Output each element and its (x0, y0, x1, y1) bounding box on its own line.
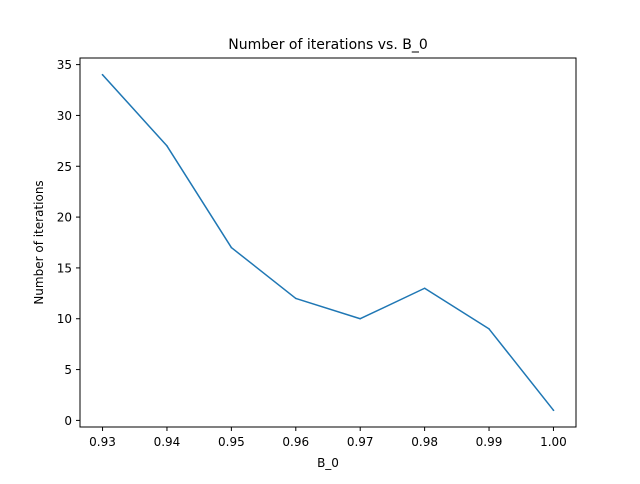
data-point (423, 287, 426, 289)
y-tick-label: 20 (57, 211, 72, 225)
y-tick-label: 30 (57, 109, 72, 123)
data-point (101, 74, 104, 76)
x-tick-label: 0.98 (411, 435, 438, 449)
x-tick-label: 0.94 (154, 435, 181, 449)
x-tick-label: 1.00 (540, 435, 567, 449)
x-tick-label: 0.97 (347, 435, 374, 449)
x-tick-label: 0.96 (282, 435, 309, 449)
plot-area: 0.93 0.94 0.95 0.96 0.97 0.98 0.99 1.00 0 5 10 15 20… (57, 58, 567, 449)
data-point (166, 145, 168, 147)
y-tick-label: 15 (57, 261, 72, 275)
y-tick-label: 25 (57, 160, 72, 174)
data-point (359, 317, 361, 320)
x-tick-label: 0.99 (476, 435, 503, 449)
x-tick-label: 0.93 (89, 435, 116, 449)
data-point (488, 328, 490, 330)
x-axis-label: B_0 (317, 456, 339, 470)
x-tick-label: 0.95 (218, 435, 245, 449)
y-tick-label: 0 (64, 414, 72, 428)
data-point (295, 297, 297, 300)
y-axis-label: Number of iterations (32, 180, 46, 304)
axes-frame (79, 57, 577, 428)
y-tick-label: 10 (57, 312, 72, 326)
y-tick-label: 5 (64, 363, 72, 377)
data-point (552, 409, 555, 411)
data-point (230, 246, 233, 249)
y-tick-label: 35 (57, 58, 72, 72)
chart-title: Number of iterations vs. B_0 (228, 37, 428, 53)
series-line (101, 73, 555, 412)
